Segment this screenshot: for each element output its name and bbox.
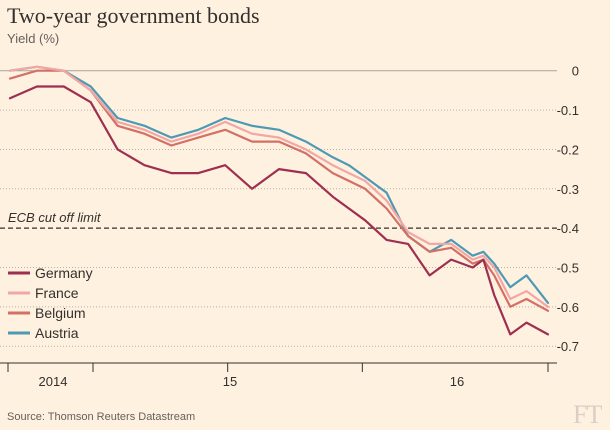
y-tick-label: -0.1 xyxy=(557,103,579,118)
x-tick-label: 16 xyxy=(450,374,464,389)
y-tick-label: -0.2 xyxy=(557,142,579,157)
legend-label-germany: Germany xyxy=(35,265,93,281)
legend-label-belgium: Belgium xyxy=(35,305,86,321)
series-layer xyxy=(8,65,550,336)
legend-label-france: France xyxy=(35,285,79,301)
chart-subtitle: Yield (%) xyxy=(7,31,60,46)
x-tick-label: 2014 xyxy=(39,374,68,389)
y-tick-label: -0.7 xyxy=(557,339,579,354)
y-tick-label: -0.5 xyxy=(557,260,579,275)
series-line-germany xyxy=(8,85,550,336)
y-tick-label: -0.6 xyxy=(557,300,579,315)
ft-logo: FT xyxy=(573,400,602,429)
series-line-austria xyxy=(8,65,550,304)
chart-title: Two-year government bonds xyxy=(7,3,260,28)
legend: Germany France Belgium Austria xyxy=(8,265,93,341)
grid-layer xyxy=(0,70,557,347)
legend-label-austria: Austria xyxy=(35,325,79,341)
y-tick-label: -0.4 xyxy=(557,221,579,236)
y-tick-label: 0 xyxy=(572,64,579,79)
axis-layer: 0 -0.1 -0.2 -0.3 -0.4 -0.5 -0.6 -0.7 ECB cut off… xyxy=(0,64,579,389)
series-line-france xyxy=(8,65,550,308)
x-tick-label: 15 xyxy=(223,374,237,389)
y-tick-label: -0.3 xyxy=(557,182,579,197)
source-note: Source: Thomson Reuters Datastream xyxy=(7,411,196,423)
ecb-cutoff-label: ECB cut off limit xyxy=(8,210,102,225)
